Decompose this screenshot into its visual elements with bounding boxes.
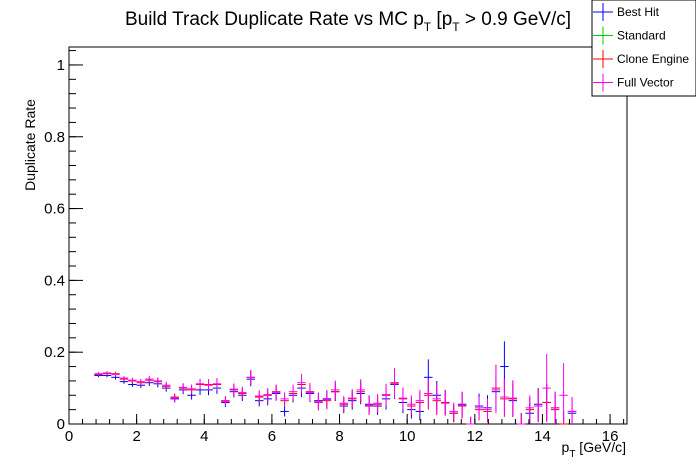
data-point — [229, 383, 239, 395]
data-point — [280, 392, 289, 406]
data-point — [94, 371, 103, 376]
data-point — [331, 380, 340, 400]
x-tick-label: 10 — [399, 428, 416, 445]
data-point — [271, 385, 281, 400]
data-point — [128, 377, 137, 383]
data-point — [474, 397, 484, 419]
y-tick-label: 0.6 — [44, 201, 65, 218]
data-point — [441, 390, 450, 416]
data-point — [534, 389, 543, 423]
legend-box — [591, 0, 696, 97]
data-point — [212, 378, 222, 390]
data-point — [145, 375, 154, 383]
x-tick-label: 12 — [466, 428, 483, 445]
data-point — [491, 366, 501, 414]
y-tick-label: 0.8 — [44, 129, 65, 146]
data-point — [238, 386, 247, 399]
legend-entry: Standard — [593, 26, 666, 45]
data-point — [280, 406, 289, 417]
legend-label: Full Vector — [617, 76, 674, 90]
data-point — [483, 398, 492, 421]
y-axis-title: Duplicate Rate — [22, 99, 38, 191]
x-tick-label: 8 — [335, 428, 343, 445]
data-point — [314, 393, 323, 410]
legend-entry: Clone Engine — [593, 50, 689, 68]
data-point — [178, 383, 188, 392]
x-tick-label: 4 — [200, 428, 208, 445]
data-point — [457, 392, 467, 418]
legend: Best Hit Standard Clone Engine Full Vector — [591, 0, 696, 97]
data-point — [348, 389, 357, 408]
data-point — [136, 378, 146, 385]
legend-label: Best Hit — [617, 5, 660, 19]
data-point — [153, 377, 162, 385]
legend-label: Standard — [617, 29, 666, 43]
data-point — [111, 372, 120, 377]
plot-frame — [68, 46, 628, 425]
data-point — [322, 390, 332, 409]
axis-ticks — [68, 50, 625, 425]
tick-labels: 0 2 4 6 8 10 12 14 16 0 0.2 0.4 0.6 0.8 1 — [44, 57, 618, 445]
data-point — [407, 395, 416, 414]
data-point — [204, 379, 213, 391]
data-point — [508, 380, 518, 417]
data-point — [170, 394, 179, 402]
data-point — [381, 383, 391, 406]
y-tick-label: 0.4 — [44, 272, 65, 289]
data-point — [102, 371, 112, 376]
series-full-vector — [94, 353, 577, 425]
data-point — [288, 384, 298, 399]
y-tick-label: 0.2 — [44, 344, 65, 361]
data-point — [255, 390, 264, 402]
data-point — [246, 370, 255, 385]
data-point — [187, 384, 196, 394]
x-tick-label: 14 — [534, 428, 551, 445]
data-point — [466, 416, 475, 425]
data-point — [567, 397, 577, 424]
y-tick-label: 1 — [57, 57, 65, 74]
data-point — [500, 379, 509, 416]
data-point — [550, 391, 560, 424]
data-point — [542, 353, 551, 423]
x-tick-label: 0 — [65, 428, 73, 445]
data-point — [356, 379, 365, 401]
data-point — [559, 362, 568, 424]
data-point — [195, 378, 205, 389]
x-tick-label: 6 — [268, 428, 276, 445]
legend-label: Clone Engine — [617, 52, 689, 66]
data-point — [390, 369, 399, 399]
y-tick-label: 0 — [57, 416, 65, 433]
data-point — [424, 379, 433, 408]
data-point — [398, 387, 408, 409]
data-points — [94, 341, 577, 425]
data-point — [297, 373, 306, 392]
x-tick-label: 16 — [602, 428, 619, 445]
chart-title: Build Track Duplicate Rate vs MC pT [pT … — [125, 9, 571, 34]
x-tick-label: 2 — [132, 428, 140, 445]
legend-entry: Best Hit — [593, 3, 660, 21]
data-point — [221, 396, 230, 407]
data-point — [263, 388, 272, 402]
data-point — [119, 375, 129, 381]
data-point — [432, 384, 441, 414]
data-point — [373, 394, 382, 413]
data-point — [517, 413, 526, 425]
data-point — [364, 396, 374, 415]
data-point — [525, 395, 534, 421]
x-axis-title: pT [GeV/c] — [562, 439, 626, 460]
data-point — [449, 402, 458, 421]
data-point — [415, 389, 425, 412]
data-point — [162, 381, 171, 389]
legend-entry: Full Vector — [593, 73, 674, 92]
data-point — [305, 383, 315, 402]
data-point — [339, 395, 348, 411]
